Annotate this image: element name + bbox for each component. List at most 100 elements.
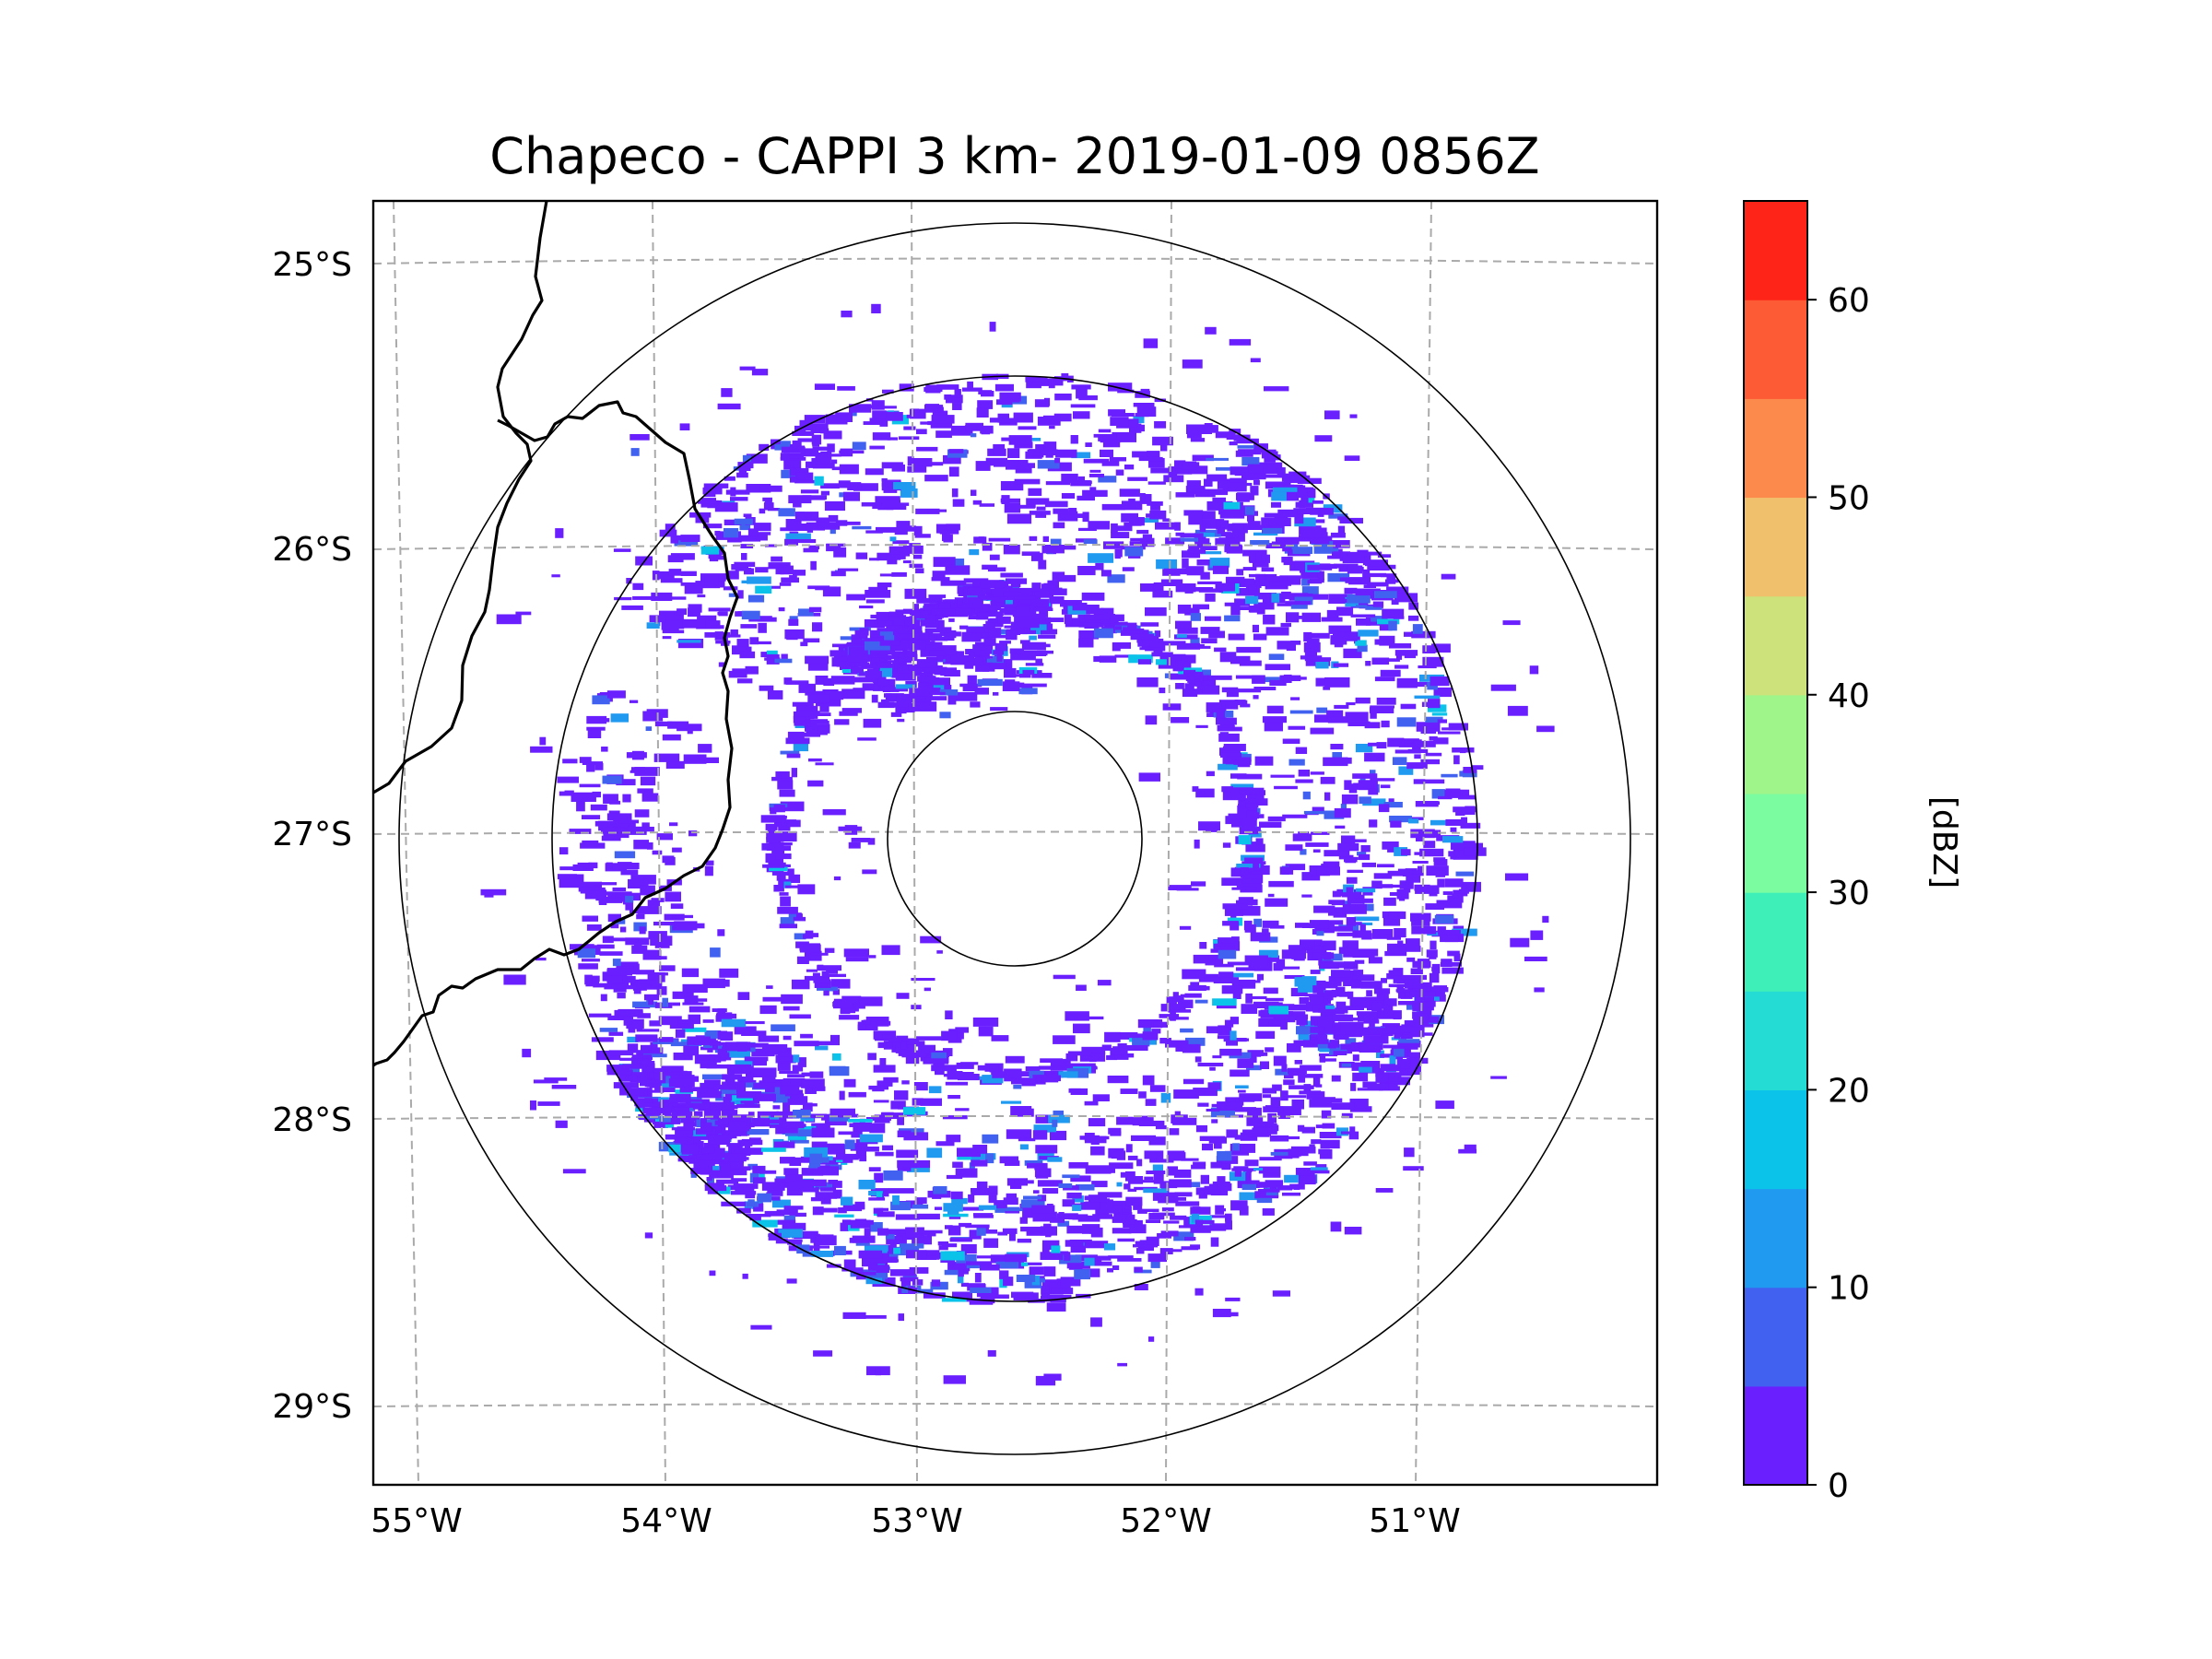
echo-cell [649, 615, 666, 623]
echo-cell [1025, 377, 1048, 382]
echo-cell [1238, 688, 1262, 693]
echo-cell [1274, 785, 1298, 790]
echo-cell [1038, 634, 1056, 639]
echo-cell [1425, 716, 1443, 723]
echo-cell [1238, 798, 1255, 806]
echo-cell [1510, 937, 1530, 947]
echo-cell [1332, 1014, 1347, 1021]
echo-cell [617, 993, 626, 999]
echo-cell [881, 477, 888, 482]
echo-cell [1431, 643, 1451, 653]
echo-cell [841, 1267, 864, 1272]
echo-cell [865, 599, 885, 604]
echo-cell [677, 1111, 692, 1120]
lon-label: 55°W [371, 1502, 462, 1540]
echo-cell [1050, 538, 1062, 548]
echo-cell [670, 903, 684, 909]
echo-cell [662, 855, 675, 864]
echo-cell [787, 1132, 807, 1141]
echo-cell [1230, 1030, 1237, 1041]
echo-cell [703, 1110, 722, 1120]
echo-cell [982, 564, 998, 570]
echo-cell [960, 1282, 969, 1288]
echo-cell [1360, 845, 1371, 853]
echo-cell [1284, 975, 1305, 979]
echo-cell [620, 1069, 632, 1077]
echo-cell [803, 1102, 813, 1112]
echo-cell [797, 1127, 814, 1137]
echo-cell [869, 1123, 886, 1134]
echo-cell [787, 1074, 806, 1078]
echo-cell [626, 984, 637, 990]
echo-cell [1367, 1083, 1389, 1090]
echo-cell [1364, 752, 1385, 762]
echo-cell [968, 1194, 975, 1203]
echo-cell [1139, 1180, 1160, 1183]
echo-cell [733, 466, 745, 471]
echo-cell [601, 825, 608, 834]
echo-cell [1253, 633, 1267, 641]
echo-cell [1035, 513, 1047, 518]
echo-cell [896, 521, 911, 530]
echo-cell [584, 974, 593, 985]
echo-cell [821, 971, 830, 978]
echo-cell [1163, 1220, 1180, 1224]
echo-cell [713, 555, 724, 560]
echo-cell [975, 629, 1000, 638]
echo-cell [861, 502, 882, 507]
echo-cell [1310, 536, 1330, 545]
echo-cell [1231, 936, 1240, 943]
echo-cell [858, 1250, 883, 1259]
echo-cell [610, 980, 629, 989]
echo-cell [759, 1170, 777, 1174]
echo-cell [743, 513, 752, 517]
echo-cell [1004, 625, 1018, 629]
echo-cell [930, 696, 947, 700]
echo-cell [1430, 830, 1441, 838]
echo-cell [1288, 725, 1306, 730]
echo-cell [936, 950, 943, 954]
echo-cell [1192, 604, 1209, 610]
echo-cell [857, 1024, 866, 1030]
echo-cell [1323, 1030, 1336, 1034]
echo-cell [1192, 1206, 1201, 1210]
echo-cell [1262, 1208, 1275, 1216]
colorbar-segment [1744, 1385, 1807, 1486]
echo-cell [1042, 1188, 1059, 1194]
echo-cell [1047, 462, 1072, 472]
echo-cell [1319, 1058, 1336, 1062]
echo-cell [1077, 615, 1089, 618]
echo-cell [1230, 605, 1241, 616]
echo-cell [1262, 527, 1283, 534]
echo-cell [1362, 903, 1374, 912]
echo-cell [1126, 1045, 1148, 1051]
echo-cell [775, 1125, 798, 1135]
echo-cell [1152, 1212, 1175, 1217]
echo-cell [1244, 857, 1264, 865]
echo-cell [1150, 467, 1176, 474]
echo-cell [865, 654, 888, 658]
echo-cell [888, 1253, 899, 1261]
echo-cell [792, 1065, 804, 1072]
echo-cell [1382, 1005, 1394, 1011]
echo-cell [640, 1080, 652, 1087]
echo-cell [773, 805, 785, 813]
echo-cell [931, 1279, 941, 1287]
echo-cell [1081, 592, 1105, 601]
echo-cell [1053, 522, 1065, 529]
echo-cell [1529, 665, 1539, 675]
echo-cell [877, 1228, 889, 1236]
echo-cell [728, 670, 747, 678]
echo-cell [853, 483, 878, 491]
echo-cell [832, 643, 848, 648]
echo-cell [711, 625, 724, 629]
echo-cell [1083, 539, 1098, 544]
echo-cell [1225, 1213, 1232, 1222]
echo-cell [996, 399, 1013, 406]
echo-cell [952, 403, 962, 410]
echo-cell [1176, 642, 1201, 650]
echo-cell [898, 636, 912, 642]
echo-cell [1295, 923, 1310, 928]
echo-cell [659, 610, 684, 620]
echo-cell [782, 1077, 806, 1088]
